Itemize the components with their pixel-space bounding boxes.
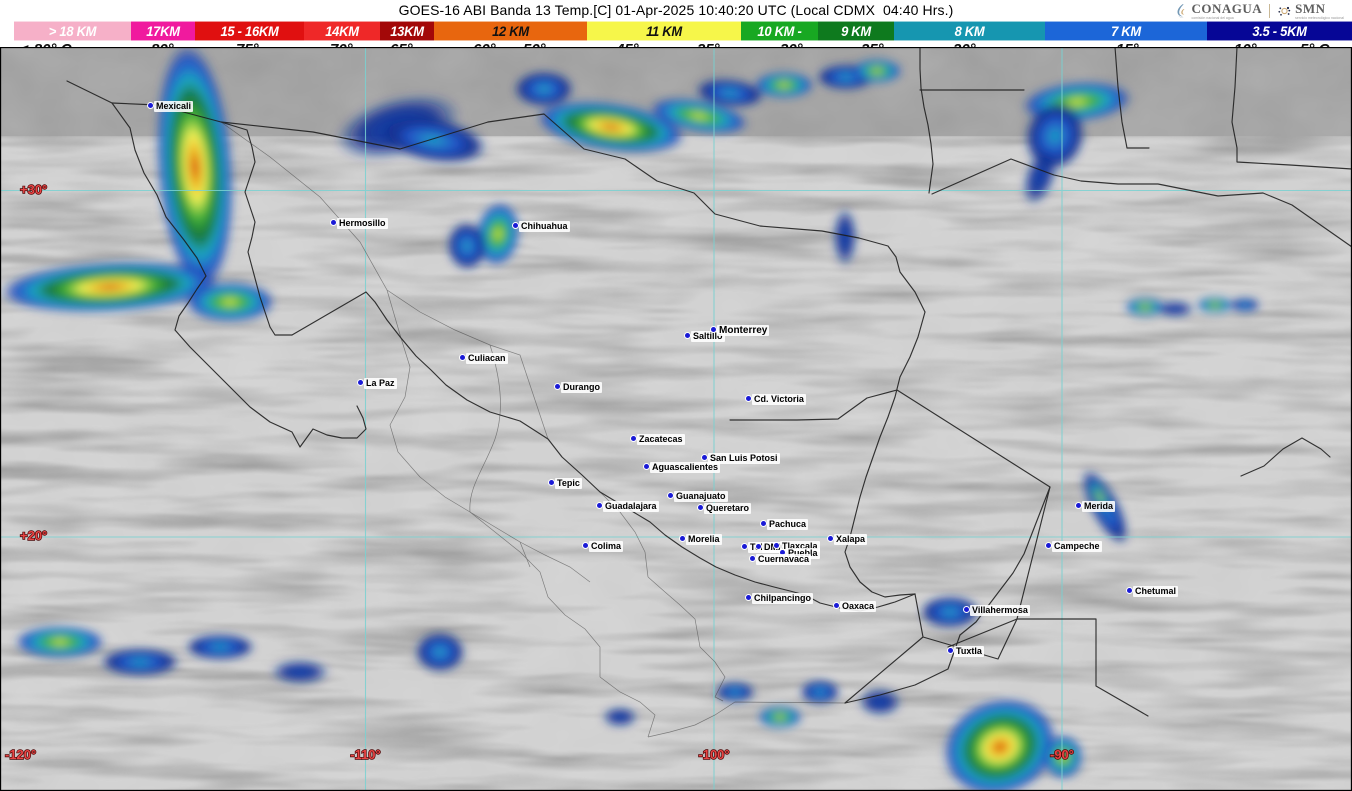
svg-text:+30°: +30° (20, 182, 47, 197)
svg-text:-120°: -120° (5, 747, 36, 762)
svg-text:-100°: -100° (698, 747, 729, 762)
svg-text:+20°: +20° (20, 528, 47, 543)
svg-text:-110°: -110° (350, 747, 381, 762)
svg-text:-90°: -90° (1050, 747, 1074, 762)
